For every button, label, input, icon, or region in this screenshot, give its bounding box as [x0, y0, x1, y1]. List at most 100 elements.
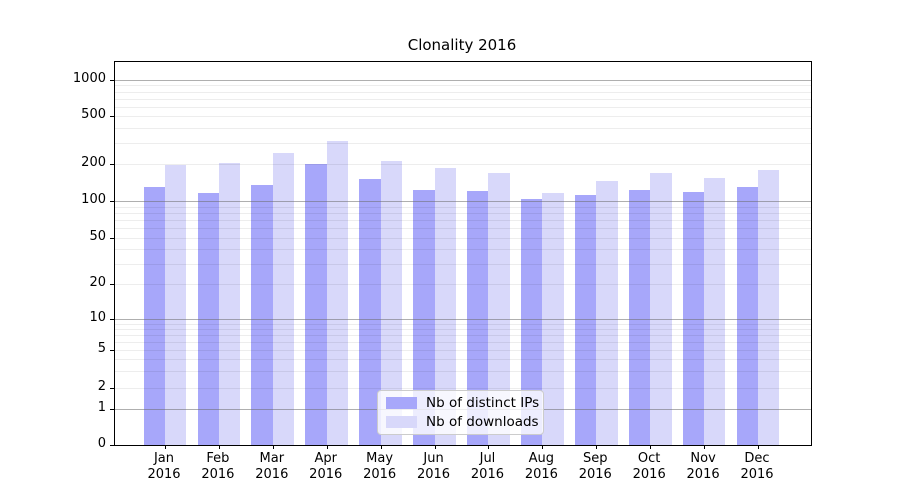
- legend-label-distinct-ips: Nb of distinct IPs: [426, 394, 540, 411]
- minor-gridline: [115, 323, 811, 325]
- x-tick-label: Jun 2016: [402, 451, 466, 483]
- x-tick-month: Jun: [423, 451, 444, 466]
- y-tick: [110, 164, 114, 165]
- bar-distinct-ips-dec: [736, 187, 758, 445]
- y-tick-label: 1000: [72, 71, 106, 86]
- x-tick-label: Aug 2016: [509, 451, 573, 483]
- minor-gridline: [115, 220, 811, 222]
- x-tick-month: Dec: [744, 451, 770, 466]
- x-tick-year: 2016: [201, 467, 235, 482]
- y-tick-label: 500: [81, 107, 106, 122]
- x-tick: [488, 445, 490, 449]
- x-tick: [704, 445, 706, 449]
- major-gridline: [115, 80, 811, 81]
- y-tick: [110, 238, 114, 239]
- x-tick: [434, 445, 436, 449]
- minor-gridline: [115, 142, 811, 144]
- y-tick: [110, 445, 114, 446]
- y-tick: [110, 319, 114, 320]
- y-tick-label: 200: [81, 155, 106, 170]
- x-tick: [596, 445, 598, 449]
- bar-downloads-apr: [326, 141, 349, 445]
- x-tick-label: Dec 2016: [725, 451, 789, 483]
- minor-gridline: [115, 263, 811, 265]
- x-tick-label: Nov 2016: [671, 451, 735, 483]
- bar-downloads-sep: [596, 181, 618, 445]
- y-tick-label: 10: [89, 310, 106, 325]
- bar-downloads-jun: [434, 168, 456, 445]
- x-tick-month: Nov: [690, 451, 716, 466]
- bar-distinct-ips-nov: [682, 192, 705, 445]
- y-tick-label: 1: [97, 400, 106, 415]
- x-tick-year: 2016: [363, 467, 397, 482]
- bar-downloads-mar: [272, 152, 295, 445]
- bar-downloads-aug: [542, 192, 564, 445]
- bar-downloads-oct: [650, 172, 672, 445]
- x-tick-label: Apr 2016: [294, 451, 358, 483]
- x-tick-label: Feb 2016: [186, 451, 250, 483]
- legend-swatch-downloads: [386, 416, 417, 428]
- bar-distinct-ips-apr: [305, 164, 327, 445]
- minor-gridline: [115, 212, 811, 214]
- bar-downloads-feb: [218, 162, 241, 445]
- bar-downloads-jul: [488, 172, 510, 445]
- x-tick-year: 2016: [470, 467, 504, 482]
- x-tick-month: Jul: [479, 451, 496, 466]
- minor-gridline: [115, 328, 811, 330]
- minor-gridline: [115, 334, 811, 336]
- bar-downloads-nov: [704, 177, 726, 445]
- major-gridline: [115, 319, 811, 320]
- y-tick: [110, 201, 114, 202]
- x-tick-month: Mar: [259, 451, 285, 466]
- legend-label-downloads: Nb of downloads: [426, 413, 539, 430]
- chart-title: Clonality 2016: [407, 36, 517, 54]
- y-tick: [110, 80, 114, 81]
- y-tick-label: 2: [97, 379, 106, 394]
- minor-gridline: [115, 206, 811, 208]
- bar-distinct-ips-jun: [413, 189, 435, 445]
- minor-gridline: [115, 91, 811, 93]
- minor-gridline: [115, 249, 811, 251]
- x-tick-month: Jan: [153, 451, 175, 466]
- y-tick: [110, 409, 114, 410]
- plot-area: [110, 61, 812, 449]
- minor-gridline: [115, 388, 811, 389]
- x-tick: [758, 445, 759, 449]
- x-tick-label: Sep 2016: [563, 451, 627, 483]
- x-tick-label: Mar 2016: [240, 451, 304, 483]
- bar-distinct-ips-jul: [467, 190, 489, 445]
- minor-gridline: [115, 85, 811, 87]
- y-tick-label: 0: [97, 436, 106, 451]
- x-tick-year: 2016: [416, 467, 451, 482]
- x-tick-year: 2016: [632, 467, 666, 482]
- bar-distinct-ips-aug: [520, 199, 543, 445]
- y-tick-label: 5: [97, 341, 106, 356]
- x-tick-year: 2016: [147, 467, 181, 482]
- x-tick-month: Aug: [528, 451, 555, 466]
- x-tick: [165, 445, 166, 449]
- y-tick: [110, 284, 114, 285]
- x-tick-label: Oct 2016: [617, 451, 681, 483]
- x-tick-year: 2016: [740, 467, 774, 482]
- legend-swatch-distinct-ips: [386, 397, 417, 409]
- legend-row-distinct-ips: Nb of distinct IPs: [386, 395, 539, 411]
- minor-gridline: [115, 127, 811, 129]
- bar-distinct-ips-sep: [574, 195, 597, 445]
- bar-downloads-jan: [165, 165, 187, 445]
- x-tick-label: Jul 2016: [455, 451, 519, 483]
- minor-gridline: [115, 284, 811, 285]
- x-tick: [218, 445, 220, 449]
- x-tick: [542, 445, 544, 449]
- x-tick-month: May: [366, 451, 394, 466]
- x-tick-year: 2016: [686, 467, 720, 482]
- minor-gridline: [115, 238, 811, 239]
- y-tick-label: 100: [81, 192, 106, 207]
- bar-downloads-may: [380, 161, 403, 445]
- bar-distinct-ips-may: [359, 179, 381, 445]
- y-tick-label: 20: [89, 275, 106, 290]
- minor-gridline: [115, 341, 811, 343]
- minor-gridline: [115, 106, 811, 108]
- x-tick: [380, 445, 382, 449]
- minor-gridline: [115, 359, 811, 361]
- minor-gridline: [115, 350, 811, 351]
